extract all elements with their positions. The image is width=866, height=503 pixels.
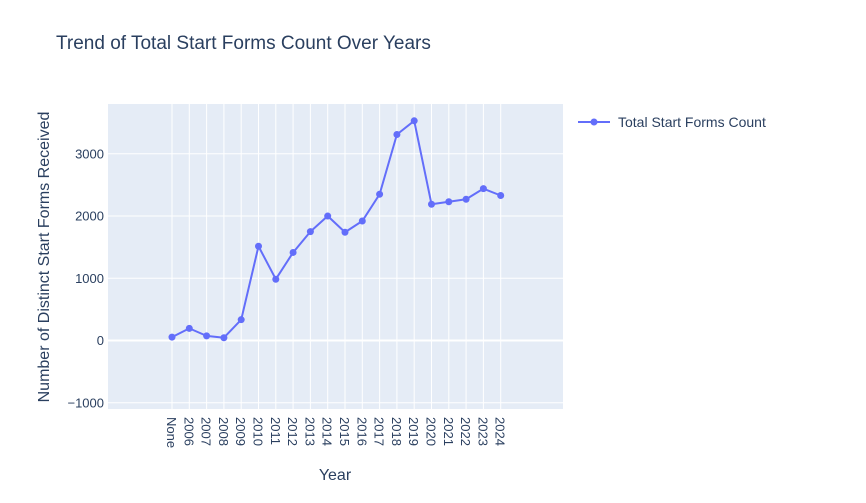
y-tick-label: 0 [97, 333, 104, 348]
x-tick-label: 2022 [458, 417, 473, 446]
data-point[interactable] [479, 185, 487, 193]
data-point[interactable] [341, 228, 349, 236]
y-tick-label: 2000 [75, 209, 104, 224]
data-point[interactable] [289, 248, 297, 256]
data-point[interactable] [203, 332, 211, 340]
data-point[interactable] [410, 117, 418, 125]
y-tick-label: 1000 [75, 271, 104, 286]
x-tick-label: 2016 [354, 417, 369, 446]
x-tick-label: 2011 [268, 417, 283, 445]
x-tick-label: 2024 [493, 417, 508, 446]
x-tick-label: 2014 [320, 417, 335, 446]
legend-label: Total Start Forms Count [618, 114, 766, 130]
data-point[interactable] [324, 212, 332, 220]
data-point[interactable] [393, 131, 401, 138]
plot-area [108, 104, 563, 409]
y-axis-ticks: −1000 0 1000 2000 3000 [67, 146, 104, 410]
data-point[interactable] [358, 217, 366, 225]
x-tick-label: 2023 [475, 417, 490, 446]
data-point[interactable] [168, 333, 176, 341]
x-axis-title: Year [319, 467, 352, 484]
data-point[interactable] [306, 228, 314, 236]
y-axis-title: Number of Distinct Start Forms Received [36, 112, 53, 403]
chart-title: Trend of Total Start Forms Count Over Ye… [56, 33, 431, 54]
series [168, 117, 505, 342]
x-tick-label: 2021 [441, 417, 456, 446]
x-tick-label: 2015 [337, 417, 352, 446]
x-tick-label: 2007 [199, 417, 214, 446]
x-tick-label: 2012 [285, 417, 300, 446]
legend[interactable]: Total Start Forms Count [578, 114, 766, 130]
data-point[interactable] [497, 192, 505, 199]
x-tick-label: 2018 [389, 417, 404, 446]
x-tick-label: 2009 [233, 417, 248, 446]
x-tick-label: 2020 [424, 417, 439, 446]
x-tick-label: None [164, 417, 179, 448]
y-tick-label: −1000 [67, 395, 104, 410]
x-axis-ticks: None 2006 2007 2008 2009 2010 2011 2012 2013 2014… [164, 417, 508, 448]
x-tick-label: 2019 [406, 417, 421, 446]
data-point[interactable] [462, 195, 470, 203]
x-tick-label: 2008 [216, 417, 231, 446]
data-point[interactable] [272, 275, 280, 283]
data-point[interactable] [428, 200, 435, 208]
data-point[interactable] [237, 316, 245, 324]
grid [108, 104, 563, 409]
y-tick-label: 3000 [75, 146, 104, 161]
x-tick-label: 2006 [181, 417, 196, 446]
x-tick-label: 2017 [372, 417, 387, 446]
data-point[interactable] [185, 324, 193, 332]
x-tick-label: 2010 [251, 417, 266, 446]
data-point[interactable] [255, 242, 262, 250]
data-point[interactable] [445, 198, 453, 206]
x-tick-label: 2013 [302, 417, 317, 446]
data-point[interactable] [220, 334, 228, 342]
data-point[interactable] [376, 190, 384, 198]
legend-point-marker [590, 118, 598, 126]
